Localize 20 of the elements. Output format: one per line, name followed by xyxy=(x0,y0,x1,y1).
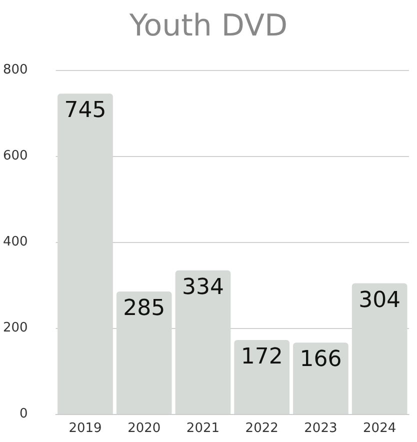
x-tick-label: 2024 xyxy=(363,421,396,436)
data-label: 745 xyxy=(64,98,106,124)
y-tick-label: 0 xyxy=(20,406,28,422)
data-label: 285 xyxy=(123,296,166,321)
data-label: 172 xyxy=(240,344,283,370)
data-label: 166 xyxy=(300,347,342,372)
y-tick-label: 600 xyxy=(2,148,28,164)
x-tick-label: 2023 xyxy=(304,421,338,436)
data-label: 304 xyxy=(358,288,401,313)
y-tick-label: 200 xyxy=(2,320,28,336)
x-tick-label: 2020 xyxy=(128,421,161,436)
chart-title: Youth DVD xyxy=(128,8,288,44)
x-tick-label: 2021 xyxy=(186,421,220,436)
x-tick-label: 2022 xyxy=(245,421,278,436)
bar xyxy=(293,342,348,414)
bar xyxy=(234,340,290,414)
data-label: 334 xyxy=(182,274,224,300)
x-tick-label: 2019 xyxy=(68,421,102,436)
y-tick-label: 800 xyxy=(2,62,28,78)
y-tick-label: 400 xyxy=(2,234,28,250)
